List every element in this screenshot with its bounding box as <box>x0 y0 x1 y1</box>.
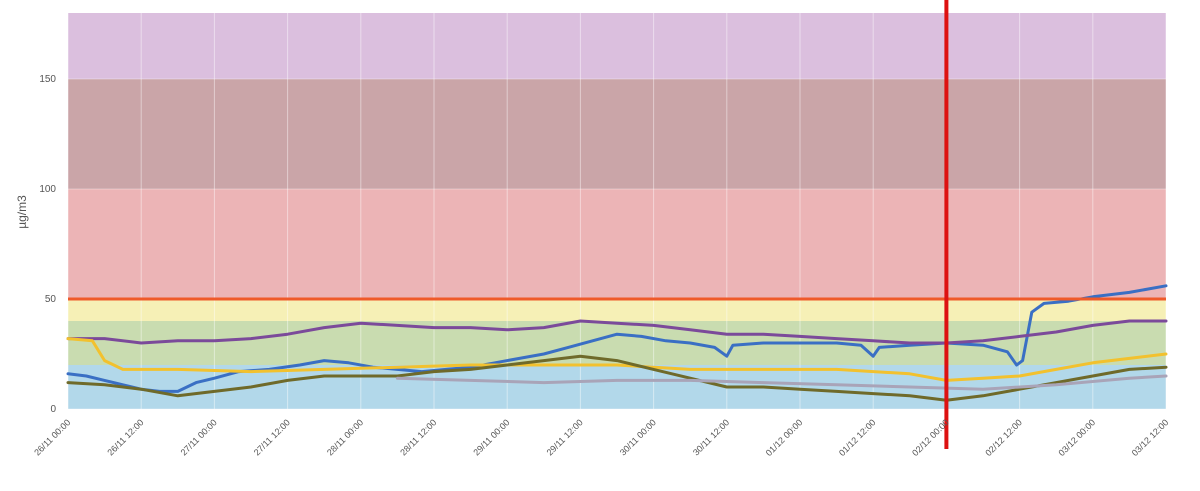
series-line-3 <box>66 354 1168 402</box>
x-tick-label-0: 26/11 00:00 <box>32 417 72 457</box>
x-tick-label-6: 29/11 00:00 <box>471 417 511 457</box>
aqi-band-1 <box>68 321 1166 365</box>
x-tick-label-14: 03/12 00:00 <box>1057 417 1098 458</box>
x-tick-label-13: 02/12 12:00 <box>983 417 1024 458</box>
x-axis: 26/11 00:00 26/11 12:00 27/11 00:00 27/11 1… <box>32 417 1170 458</box>
y-axis: 0 50 100 150 <box>39 74 56 415</box>
y-tick-label-0: 0 <box>50 404 56 415</box>
x-tick-label-2: 27/11 00:00 <box>179 417 219 457</box>
x-tick-label-3: 27/11 12:00 <box>252 417 292 457</box>
x-tick-label-10: 01/12 00:00 <box>764 417 805 458</box>
series-line-4 <box>395 374 1168 391</box>
x-tick-label-7: 29/11 12:00 <box>545 417 585 457</box>
series-line-1 <box>66 319 1168 345</box>
x-tick-label-15: 03/12 12:00 <box>1130 417 1171 458</box>
x-tick-label-5: 28/11 12:00 <box>398 417 438 457</box>
y-tick-label-1: 50 <box>45 294 57 305</box>
x-tick-label-11: 01/12 12:00 <box>837 417 878 458</box>
aqi-band-4 <box>68 79 1166 189</box>
overlays <box>68 0 1166 449</box>
aqi-band-5 <box>68 13 1166 79</box>
aqi-band-3 <box>68 189 1166 299</box>
series-line-2 <box>66 337 1168 382</box>
x-tick-label-9: 30/11 12:00 <box>691 417 731 457</box>
x-tick-label-1: 26/11 12:00 <box>105 417 145 457</box>
y-tick-label-3: 150 <box>39 74 56 85</box>
y-axis-label: µg/m3 <box>15 195 29 229</box>
aqi-bands <box>68 13 1166 409</box>
x-tick-label-8: 30/11 00:00 <box>618 417 658 457</box>
aqi-band-2 <box>68 299 1166 321</box>
series-lines <box>66 284 1168 402</box>
y-tick-label-2: 100 <box>39 184 56 195</box>
x-tick-label-4: 28/11 00:00 <box>325 417 365 457</box>
series-line-0 <box>66 284 1168 393</box>
